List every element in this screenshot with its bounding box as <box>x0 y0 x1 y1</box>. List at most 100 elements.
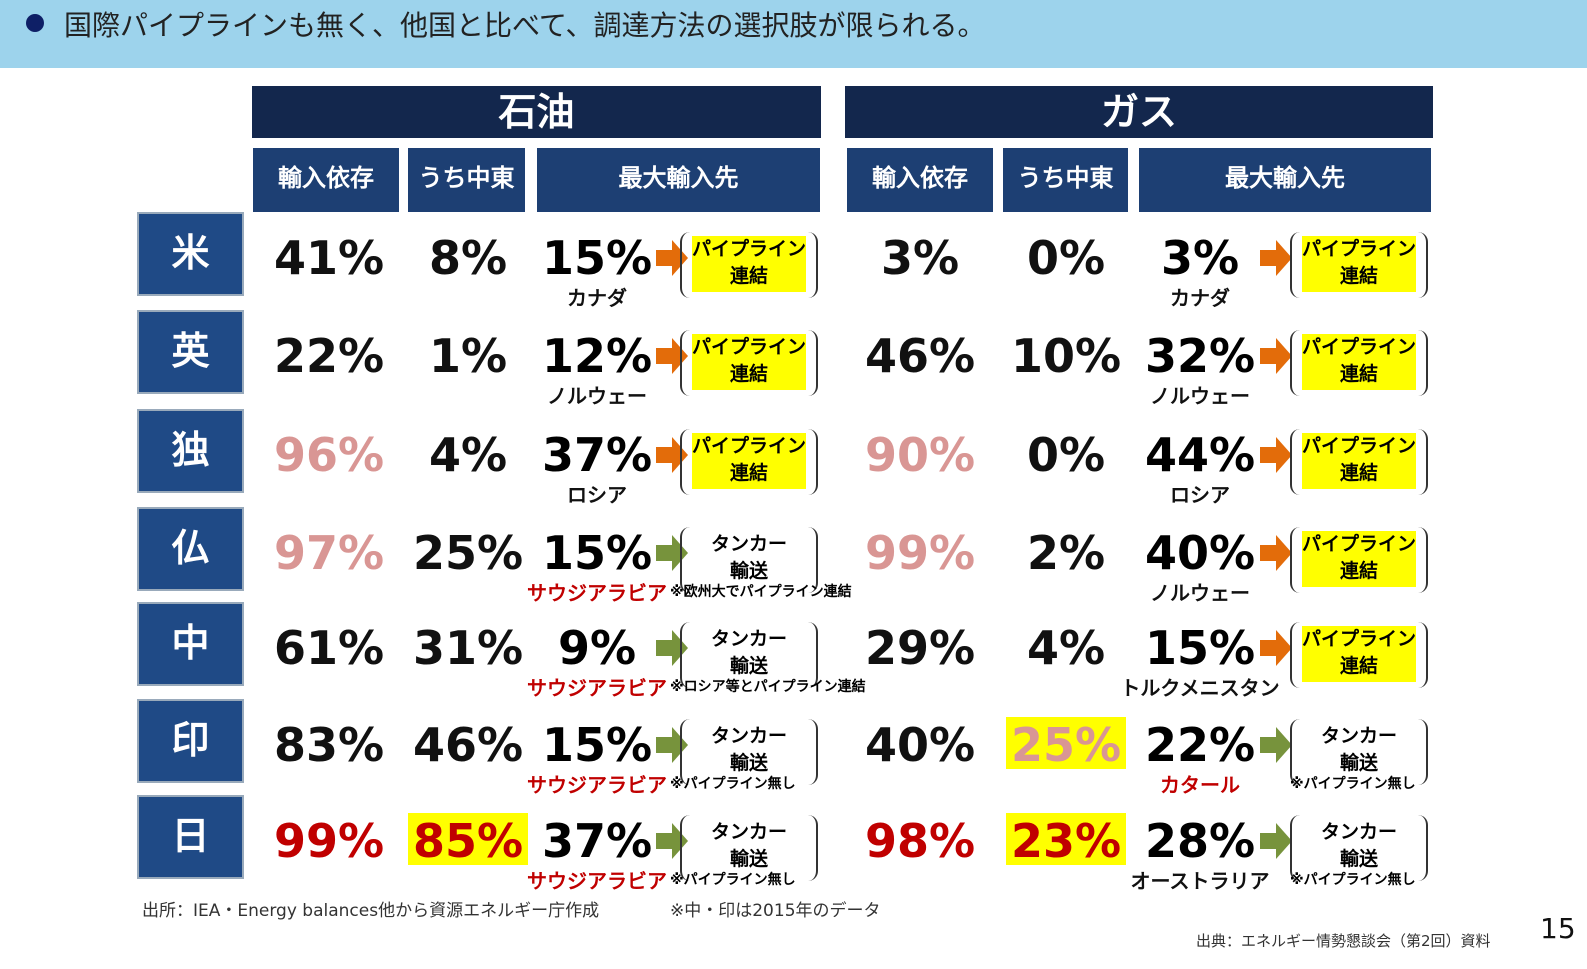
route-label: パイプライン 連結 <box>692 334 806 390</box>
oil-route-note: ※ロシア等とパイプライン連結 <box>670 679 866 695</box>
gas-max-source-country: オーストラリア <box>1130 869 1270 893</box>
green-arrow-icon <box>1260 833 1276 849</box>
footer-source: 出所：IEA・Energy balances他から資源エネルギー庁作成 <box>142 901 600 921</box>
oil-route-tanker: タンカー 輸送 <box>680 622 818 688</box>
oil-max-source-country: ノルウェー <box>547 384 647 408</box>
oil-dependence: 22% <box>273 329 385 383</box>
gas-middle-east-share: 25% <box>1006 717 1126 772</box>
header-oil-max-source: 最大輸入先 <box>537 148 820 212</box>
orange-arrow-icon <box>656 447 672 463</box>
header-gas-max-source: 最大輸入先 <box>1139 148 1431 212</box>
gas-dependence: 46% <box>864 329 976 383</box>
green-arrow-icon <box>656 737 672 753</box>
gas-max-source-share: 28% <box>1144 814 1256 868</box>
oil-route-tanker: タンカー 輸送 <box>680 719 818 785</box>
gas-route-note: ※パイプライン無し <box>1290 872 1416 888</box>
gas-dependence: 40% <box>864 718 976 772</box>
country-label: 日 <box>137 795 244 879</box>
header-gas-dependence: 輸入依存 <box>847 148 993 212</box>
oil-max-source-country: カナダ <box>567 286 627 310</box>
gas-max-source-share: 32% <box>1144 329 1256 383</box>
route-label: パイプライン 連結 <box>1302 433 1416 489</box>
gas-max-source-country: ノルウェー <box>1150 384 1250 408</box>
green-arrow-icon <box>656 640 672 656</box>
orange-arrow-icon <box>1260 447 1276 463</box>
oil-route-pipeline: パイプライン 連結 <box>680 429 818 495</box>
oil-middle-east-share: 85% <box>408 813 528 868</box>
oil-max-source-share: 15% <box>541 718 653 772</box>
oil-route-note: ※パイプライン無し <box>670 872 796 888</box>
orange-arrow-icon <box>656 250 672 266</box>
country-label: 米 <box>137 212 244 296</box>
oil-dependence: 83% <box>273 718 385 772</box>
oil-max-source-country: サウジアラビア <box>527 773 667 797</box>
oil-dependence: 99% <box>273 814 385 868</box>
oil-max-source-country: ロシア <box>567 483 627 507</box>
gas-route-pipeline: パイプライン 連結 <box>1290 429 1428 495</box>
gas-middle-east-share: 10% <box>1010 329 1122 383</box>
orange-arrow-head-icon <box>1276 630 1292 666</box>
header-oil-dependence: 輸入依存 <box>253 148 399 212</box>
country-label: 仏 <box>137 507 244 591</box>
oil-max-source-share: 12% <box>541 329 653 383</box>
gas-dependence: 29% <box>864 621 976 675</box>
oil-middle-east-share: 31% <box>412 621 524 675</box>
route-label: パイプライン 連結 <box>1302 626 1416 682</box>
orange-arrow-icon <box>1260 250 1276 266</box>
oil-middle-east-share: 46% <box>412 718 524 772</box>
footer-citation: 出典：エネルギー情勢懇談会（第2回）資料 <box>1196 932 1491 950</box>
gas-max-source-country: カタール <box>1160 773 1240 797</box>
gas-max-source-country: ロシア <box>1170 483 1230 507</box>
gas-route-note: ※パイプライン無し <box>1290 776 1416 792</box>
oil-max-source-country: サウジアラビア <box>527 869 667 893</box>
route-label: パイプライン 連結 <box>692 236 806 292</box>
oil-max-source-share: 9% <box>557 621 637 675</box>
orange-arrow-head-icon <box>1276 240 1292 276</box>
route-label: タンカー 輸送 <box>710 628 787 677</box>
orange-arrow-icon <box>656 348 672 364</box>
country-label: 中 <box>137 602 244 686</box>
green-arrow-icon <box>656 545 672 561</box>
gas-max-source-share: 15% <box>1144 621 1256 675</box>
gas-route-tanker: タンカー 輸送 <box>1290 815 1428 881</box>
header-oil: 石油 <box>252 86 821 138</box>
orange-arrow-icon <box>1260 640 1276 656</box>
oil-middle-east-share: 25% <box>412 526 524 580</box>
gas-route-pipeline: パイプライン 連結 <box>1290 527 1428 593</box>
gas-max-source-country: トルクメニスタン <box>1120 676 1280 700</box>
gas-max-source-country: カナダ <box>1170 286 1230 310</box>
header-gas: ガス <box>845 86 1433 138</box>
gas-middle-east-share: 23% <box>1006 813 1126 868</box>
route-label: タンカー 輸送 <box>710 533 787 582</box>
oil-max-source-share: 37% <box>541 814 653 868</box>
gas-middle-east-share: 4% <box>1026 621 1106 675</box>
orange-arrow-head-icon <box>1276 437 1292 473</box>
country-label: 独 <box>137 409 244 493</box>
gas-max-source-share: 22% <box>1144 718 1256 772</box>
footer-note: ※中・印は2015年のデータ <box>670 901 881 921</box>
gas-route-tanker: タンカー 輸送 <box>1290 719 1428 785</box>
country-label: 印 <box>137 699 244 783</box>
country-label: 英 <box>137 310 244 394</box>
oil-max-source-share: 15% <box>541 526 653 580</box>
gas-max-source-share: 44% <box>1144 428 1256 482</box>
route-label: タンカー 輸送 <box>1320 725 1397 774</box>
oil-dependence: 97% <box>273 526 385 580</box>
orange-arrow-icon <box>1260 348 1276 364</box>
banner: 国際パイプラインも無く、他国と比べて、調達方法の選択肢が限られる。 <box>0 0 1587 68</box>
route-label: パイプライン 連結 <box>1302 531 1416 587</box>
green-arrow-head-icon <box>1276 823 1292 859</box>
green-arrow-icon <box>1260 737 1276 753</box>
green-arrow-icon <box>656 833 672 849</box>
gas-dependence: 98% <box>864 814 976 868</box>
gas-middle-east-share: 0% <box>1026 428 1106 482</box>
gas-max-source-share: 3% <box>1160 231 1240 285</box>
gas-dependence: 90% <box>864 428 976 482</box>
gas-dependence: 3% <box>880 231 960 285</box>
route-label: タンカー 輸送 <box>710 821 787 870</box>
gas-route-pipeline: パイプライン 連結 <box>1290 330 1428 396</box>
oil-route-note: ※パイプライン無し <box>670 776 796 792</box>
oil-middle-east-share: 8% <box>428 231 508 285</box>
oil-middle-east-share: 1% <box>428 329 508 383</box>
oil-route-pipeline: パイプライン 連結 <box>680 232 818 298</box>
